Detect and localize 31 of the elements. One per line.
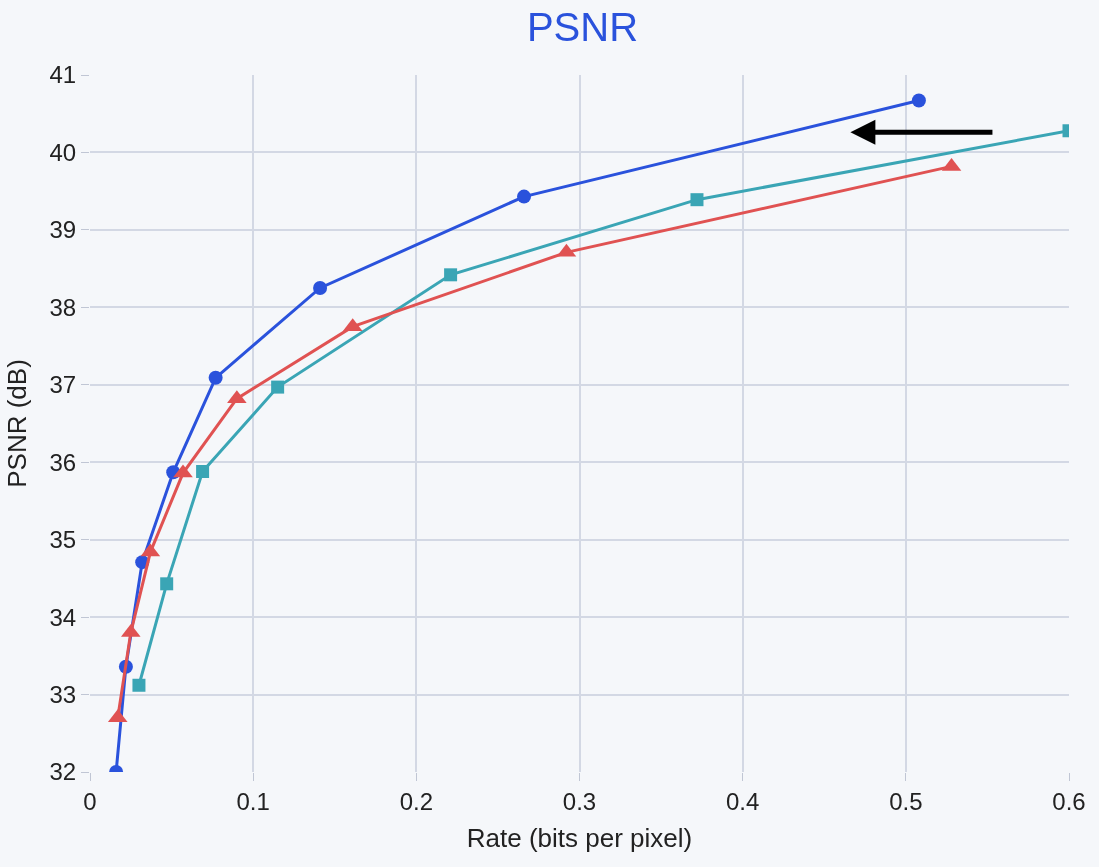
x-tick-label: 0.1 [236,787,270,815]
y-tick-label: 40 [49,138,77,166]
point [911,93,926,108]
y-axis-title: PSNR (dB) [1,359,32,488]
y-tick-label: 41 [49,61,77,89]
x-tick-label: 0.4 [725,787,760,815]
point [196,465,210,479]
point [313,280,328,295]
point [444,268,458,282]
point [132,678,146,692]
y-tick-label: 36 [49,448,77,476]
y-tick-label: 35 [49,526,77,554]
y-tick-label: 38 [49,293,77,321]
x-axis-title: Rate (bits per pixel) [466,823,693,854]
chart-title: PSNR [526,5,639,50]
point [517,189,532,204]
point [160,577,174,591]
x-tick-label: 0 [83,787,97,815]
point [208,370,223,385]
point [690,193,704,207]
x-tick-label: 0.5 [889,787,923,815]
y-tick-label: 34 [49,603,77,631]
y-tick-label: 39 [49,216,77,244]
y-tick-label: 33 [49,680,77,708]
x-tick-label: 0.2 [399,787,434,815]
point [271,380,285,394]
point [173,464,193,478]
x-tick-label: 0.6 [1052,787,1086,815]
y-tick-label: 32 [49,758,77,786]
x-tick-label: 0.3 [562,787,597,815]
y-tick-label: 37 [49,371,77,399]
